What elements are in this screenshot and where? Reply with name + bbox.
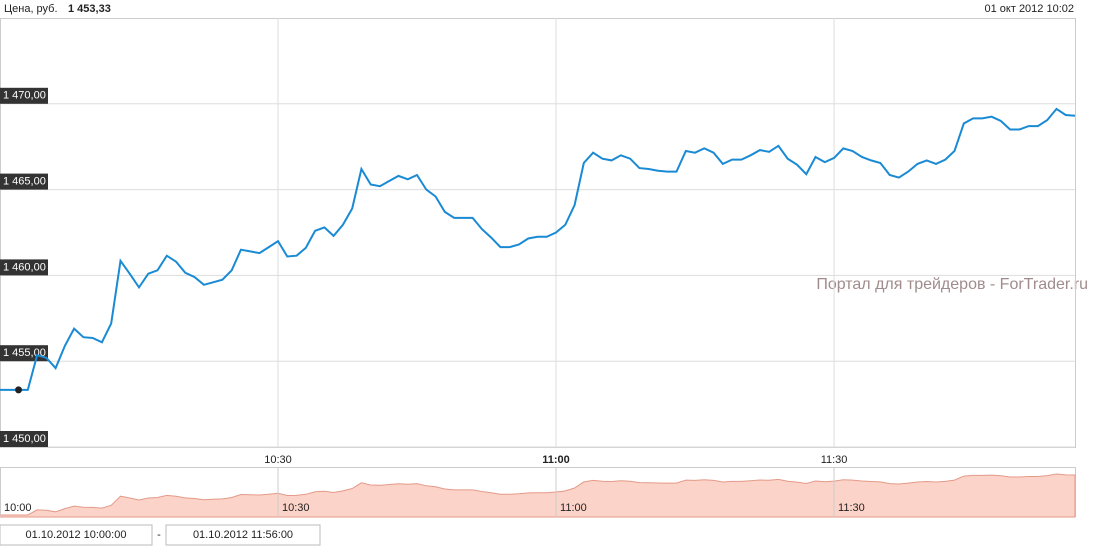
y-tick-box: [0, 173, 48, 190]
x-tick-label: 11:30: [821, 454, 848, 466]
date-from-input[interactable]: [0, 524, 153, 546]
cursor-point: [15, 386, 23, 394]
y-tick-label: 1 460,00: [3, 261, 46, 273]
x-tick-label: 11:00: [542, 454, 570, 466]
x-tick-label: 10:30: [264, 454, 292, 466]
navigator-tick-label: 10:30: [282, 502, 310, 514]
date-to-input[interactable]: [165, 524, 321, 546]
y-tick-label: 1 470,00: [3, 90, 46, 102]
navigator-area: [0, 473, 1076, 518]
date-from: 01.10.2012 10:00:00: [26, 529, 127, 541]
navigator-tick-label: 10:00: [4, 502, 32, 514]
price-label: Цена, руб.: [4, 3, 58, 15]
date-to: 01.10.2012 11:56:00: [193, 529, 293, 541]
price-value: 1 453,33: [68, 3, 111, 15]
price-line: [0, 107, 1076, 391]
navigator-tick-label: 11:00: [560, 502, 587, 514]
y-tick-label: 1 450,00: [3, 433, 46, 445]
y-tick-label: 1 455,00: [3, 347, 46, 359]
y-tick-label: 1 465,00: [3, 176, 46, 188]
date-separator: -: [157, 529, 161, 541]
watermark: Портал для трейдеров - ForTrader.ru: [816, 276, 1088, 293]
plot-frame: [0, 18, 1076, 448]
y-tick-box: [0, 87, 48, 104]
datetime: 01 окт 2012 10:02: [985, 3, 1075, 15]
navigator-tick-label: 11:30: [838, 502, 865, 514]
y-tick-box: [0, 259, 48, 276]
y-tick-box: [0, 431, 48, 447]
